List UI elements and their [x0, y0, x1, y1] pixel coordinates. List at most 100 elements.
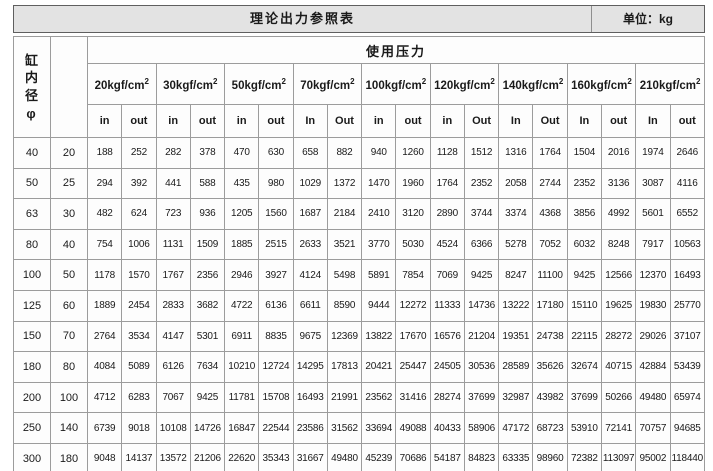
value-cell: 8248: [600, 228, 637, 261]
rod-cell: 80: [50, 351, 88, 383]
value-cell: 2646: [669, 137, 706, 169]
value-cell: 58906: [463, 412, 500, 444]
value-cell: 70686: [395, 442, 431, 471]
value-cell: 8590: [326, 289, 363, 322]
value-cell: 3770: [361, 228, 397, 261]
value-cell: 19625: [600, 289, 637, 322]
value-cell: 24505: [429, 351, 465, 383]
value-cell: 14295: [292, 351, 328, 383]
value-cell: 13572: [155, 442, 191, 471]
value-cell: 3136: [600, 167, 637, 200]
in-out-row: in out in out in out In Out in out in Out In Out In out…: [14, 104, 706, 138]
value-cell: 1128: [429, 137, 465, 169]
value-cell: 84823: [463, 442, 500, 471]
value-cell: 16576: [429, 320, 465, 353]
table-row: 200 100 4712 6283 7067 9425 11781 15708 16493 219…: [13, 381, 706, 414]
value-cell: 12369: [326, 320, 363, 353]
pressure-header-cell: 160kgf/cm2: [566, 63, 637, 105]
pressure-header-cell: 20kgf/cm2: [87, 63, 157, 105]
value-cell: 1767: [155, 259, 191, 291]
value-cell: 13222: [498, 289, 534, 322]
in-header-cell: In: [566, 104, 602, 138]
out-header-cell: out: [669, 104, 706, 138]
out-header-cell: out: [395, 104, 431, 138]
value-cell: 43982: [532, 381, 568, 414]
value-cell: 3927: [258, 259, 294, 291]
value-cell: 20421: [361, 351, 397, 383]
output-reference-table: 缸内径φ 使用压力 20kgf/cm2 30kgf/cm2 50kgf/cm2 70k…: [13, 36, 706, 471]
value-cell: 1470: [361, 167, 397, 200]
value-cell: 65974: [669, 381, 706, 414]
table-body: 40 20 188 252 282 378 470 630 658 882 940 1260 1128 1…: [13, 137, 706, 471]
value-cell: 19830: [635, 289, 671, 322]
bore-cell: 300: [13, 442, 51, 471]
value-cell: 378: [189, 137, 226, 169]
value-cell: 2515: [258, 228, 294, 261]
rod-cell: 20: [50, 137, 88, 169]
value-cell: 2890: [429, 198, 465, 230]
value-cell: 72382: [566, 442, 602, 471]
value-cell: 35343: [258, 442, 294, 471]
value-cell: 1006: [121, 228, 157, 261]
value-cell: 10210: [224, 351, 260, 383]
out-header-cell: Out: [532, 104, 568, 138]
value-cell: 9048: [86, 442, 123, 471]
pressure-exponent: 2: [627, 76, 632, 86]
value-cell: 1316: [498, 137, 534, 169]
value-cell: 6552: [669, 198, 706, 230]
value-cell: 482: [86, 198, 123, 230]
in-header-cell: in: [224, 104, 260, 138]
value-cell: 3856: [566, 198, 602, 230]
value-cell: 882: [326, 137, 363, 169]
value-cell: 294: [86, 167, 123, 200]
value-cell: 2633: [292, 228, 328, 261]
in-header-cell: In: [498, 104, 534, 138]
value-cell: 11333: [429, 289, 465, 322]
value-cell: 6032: [566, 228, 602, 261]
value-cell: 21991: [326, 381, 363, 414]
value-cell: 10108: [155, 412, 191, 444]
value-cell: 4124: [292, 259, 328, 291]
value-cell: 6611: [292, 289, 328, 322]
pressure-header-cell: 140kgf/cm2: [498, 63, 568, 105]
value-cell: 3534: [121, 320, 157, 353]
bore-cell: 250: [13, 412, 51, 444]
value-cell: 94685: [669, 412, 706, 444]
value-cell: 1764: [429, 167, 465, 200]
pressure-exponent: 2: [558, 76, 564, 86]
value-cell: 5030: [395, 228, 431, 261]
value-cell: 630: [258, 137, 294, 169]
bore-cell: 80: [13, 228, 51, 261]
value-cell: 28274: [429, 381, 465, 414]
value-cell: 2454: [121, 289, 157, 322]
in-header-cell: In: [635, 104, 671, 138]
value-cell: 118440: [669, 442, 706, 471]
usage-pressure-header: 使用压力: [87, 36, 705, 64]
rod-cell: 30: [50, 198, 88, 230]
value-cell: 624: [121, 198, 157, 230]
value-cell: 6739: [86, 412, 123, 444]
value-cell: 8247: [498, 259, 534, 291]
value-cell: 2184: [326, 198, 363, 230]
value-cell: 5301: [189, 320, 226, 353]
page-title: 理论出力参照表: [14, 6, 592, 32]
value-cell: 13822: [361, 320, 397, 353]
table-row: 250 140 6739 9018 10108 14726 16847 22544 23586 3…: [13, 412, 706, 444]
value-cell: 3521: [326, 228, 363, 261]
in-header-cell: in: [155, 104, 191, 138]
value-cell: 2352: [566, 167, 602, 200]
pressure-header-cell: 120kgf/cm2: [429, 63, 500, 105]
value-cell: 4116: [669, 167, 706, 200]
value-cell: 1509: [189, 228, 226, 261]
rod-cell: 25: [50, 167, 88, 200]
rod-cell: 40: [50, 228, 88, 261]
value-cell: 25770: [669, 289, 706, 322]
value-cell: 1029: [292, 167, 328, 200]
value-cell: 14736: [463, 289, 500, 322]
value-cell: 5089: [121, 351, 157, 383]
out-header-cell: Out: [463, 104, 500, 138]
value-cell: 9425: [566, 259, 602, 291]
value-cell: 54187: [429, 442, 465, 471]
in-header-cell: in: [361, 104, 397, 138]
